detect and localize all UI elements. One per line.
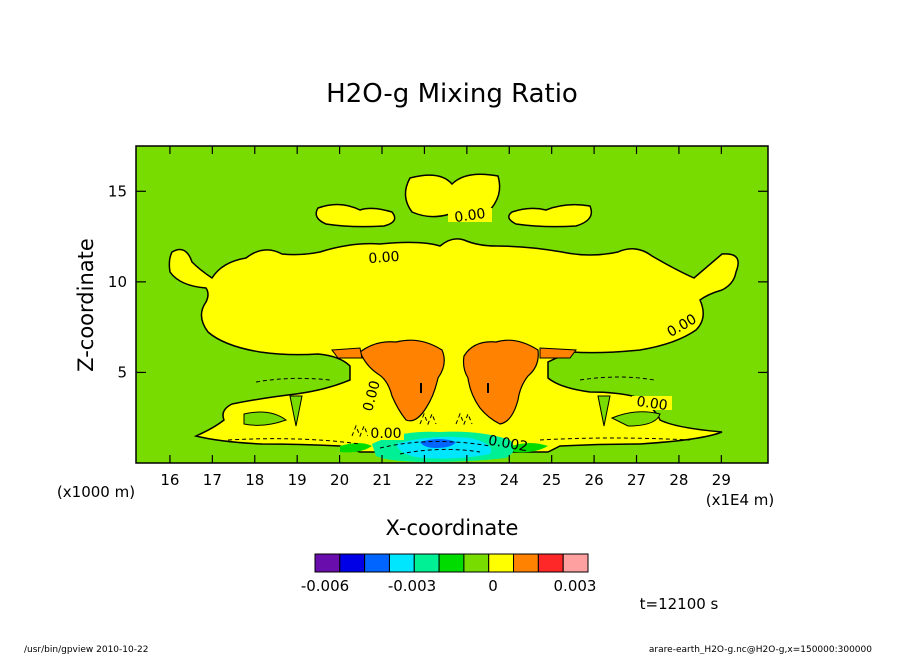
notch-left	[289, 395, 303, 427]
colorbar-swatch	[513, 553, 539, 573]
contour-label: 0.002	[487, 433, 529, 456]
footer-left: /usr/bin/gpview 2010-10-22	[24, 645, 148, 654]
contour-label-bg	[364, 250, 404, 264]
colorbar-tick-label: 0.003	[554, 577, 597, 595]
x-unit-left: (x1000 m)	[57, 483, 135, 501]
x-axis: 16 17 18 19 20 21 22 23 24 25 26 27 28 29	[160, 146, 731, 489]
colorbar-tick-label: 0	[488, 577, 498, 595]
notch-left-2	[243, 411, 288, 426]
plume-tip-right	[539, 347, 577, 359]
plume-left	[359, 339, 445, 422]
colorbar-swatch	[562, 553, 589, 573]
x-tick-label: 27	[627, 471, 646, 489]
notch-right	[597, 395, 611, 427]
notch-right-2	[610, 411, 661, 427]
dry-region-left	[340, 443, 372, 453]
colorbar-swatch	[488, 553, 515, 573]
chart-title: H2O-g Mixing Ratio	[326, 79, 578, 109]
x-tick-label: 28	[669, 471, 688, 489]
colorbar-swatch	[388, 553, 415, 573]
x-tick-label: 20	[330, 471, 349, 489]
colorbar-swatch	[339, 553, 366, 573]
x-tick-label: 23	[457, 471, 476, 489]
colorbar-swatch	[413, 553, 440, 573]
x-tick-label: 22	[415, 471, 434, 489]
colorbar-tick-label: -0.006	[301, 577, 349, 595]
x-tick-label: 21	[372, 471, 391, 489]
x-unit-right: (x1E4 m)	[706, 491, 775, 509]
y-tick-label: 5	[117, 363, 127, 381]
x-tick-label: 17	[203, 471, 222, 489]
x-axis-label: X-coordinate	[386, 516, 519, 540]
contour-label-bg	[368, 426, 404, 440]
footer-right: arare-earth_H2O-g.nc@H2O-g,x=150000:3000…	[649, 645, 872, 654]
plume-right	[462, 339, 539, 425]
dry-region-inner	[396, 436, 492, 459]
plot-frame	[135, 145, 769, 464]
contour-label: 0.00	[370, 426, 401, 442]
moisture-blob-left	[315, 203, 396, 228]
x-tick-label: 18	[245, 471, 264, 489]
x-tick-label: 25	[542, 471, 561, 489]
colorbar-swatch	[314, 553, 341, 573]
contour-label: 0.00	[368, 249, 400, 267]
x-tick-label: 16	[160, 471, 179, 489]
x-tick-label: 19	[288, 471, 307, 489]
colorbar-swatch	[364, 553, 390, 573]
colorbar-swatch	[463, 553, 490, 573]
contour-label: 0.00	[360, 379, 384, 413]
contour-label: 0.00	[635, 394, 668, 414]
moisture-blob-right	[508, 203, 593, 228]
y-axis: 5 10 15	[108, 182, 768, 381]
x-tick-label: 24	[500, 471, 519, 489]
time-label: t=12100 s	[640, 595, 719, 613]
contour-label: 0.00	[453, 206, 486, 226]
dashed-contours	[227, 376, 691, 455]
colorbar-swatch	[438, 553, 465, 573]
plume-tip-left	[331, 347, 363, 359]
colorbar-tick-label: -0.003	[388, 577, 436, 595]
contour-field: 0.00 0.00 0.00 0.00 0.00 0.002 0.00	[168, 173, 739, 462]
contour-label-bg	[632, 396, 672, 410]
dry-region-right	[512, 443, 548, 453]
x-tick-label: 29	[712, 471, 731, 489]
y-axis-label: Z-coordinate	[74, 238, 98, 372]
colorbar	[314, 553, 589, 573]
y-tick-label: 15	[108, 182, 127, 200]
x-tick-label: 26	[585, 471, 604, 489]
colorbar-swatch	[537, 553, 564, 573]
y-tick-label: 10	[108, 273, 127, 291]
colorbar-labels: -0.006 -0.003 0 0.003	[301, 577, 597, 595]
contour-label-bg	[448, 208, 492, 222]
